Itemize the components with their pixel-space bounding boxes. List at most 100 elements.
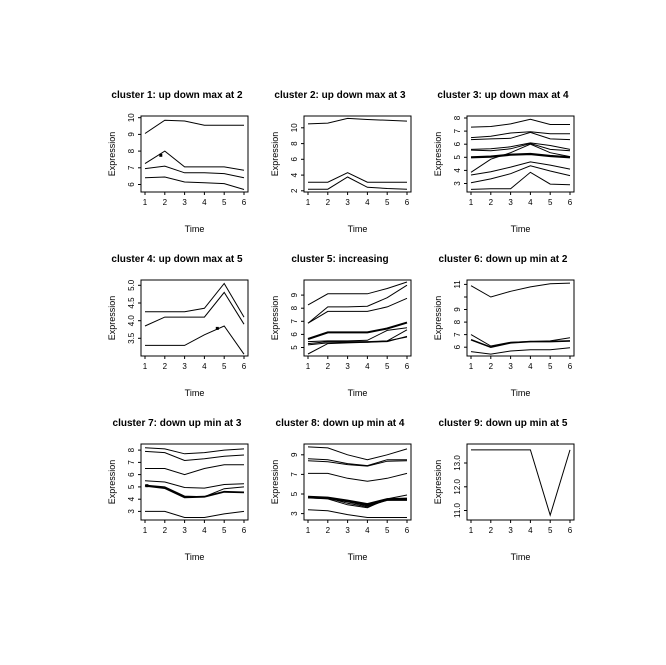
svg-text:5: 5 [222, 198, 227, 207]
svg-text:2: 2 [290, 188, 299, 193]
cluster-4-title: cluster 4: up down max at 5 [111, 254, 243, 265]
svg-text:2: 2 [163, 198, 168, 207]
svg-text:5: 5 [222, 362, 227, 371]
svg-text:Expression: Expression [433, 132, 443, 177]
svg-text:2: 2 [163, 526, 168, 535]
cluster-8-panel: cluster 8: down up min at 4 1 2 3 4 5 6 3 5 7 9 Ti… [266, 416, 414, 564]
svg-text:5: 5 [290, 345, 299, 350]
svg-text:1: 1 [143, 362, 148, 371]
svg-text:8: 8 [290, 305, 299, 310]
svg-text:Expression: Expression [433, 460, 443, 505]
svg-text:11.0: 11.0 [453, 502, 462, 518]
svg-text:5: 5 [548, 526, 553, 535]
svg-text:6: 6 [453, 344, 462, 349]
svg-text:5: 5 [548, 362, 553, 371]
svg-text:Time: Time [348, 388, 368, 398]
cluster-5-chart: 1 2 3 4 5 6 5 6 7 8 9 Time Expression [270, 279, 412, 398]
cluster-5-panel: cluster 5: increasing 1 2 3 4 5 6 5 6 7 8 9 Time Exp… [266, 252, 414, 400]
svg-text:Time: Time [185, 388, 205, 398]
svg-text:4: 4 [365, 526, 370, 535]
svg-text:3: 3 [290, 511, 299, 516]
cluster-2-title: cluster 2: up down max at 3 [274, 90, 406, 101]
svg-text:1: 1 [469, 526, 474, 535]
svg-text:6: 6 [568, 198, 573, 207]
svg-text:7: 7 [453, 332, 462, 337]
svg-text:3: 3 [182, 526, 187, 535]
svg-text:2: 2 [489, 362, 494, 371]
svg-text:3: 3 [345, 526, 350, 535]
svg-text:3: 3 [508, 198, 513, 207]
svg-text:Expression: Expression [433, 296, 443, 341]
cluster-8-chart: 1 2 3 4 5 6 3 5 7 9 Time Expression [270, 443, 412, 562]
cluster-9-panel: cluster 9: down up min at 5 1 2 3 4 5 6 11.0 12… [429, 416, 577, 564]
cluster-3-chart: 1 2 3 4 5 6 3 4 5 6 7 8 Time Expression [433, 115, 575, 234]
cluster-6-panel: cluster 6: down up min at 2 1 2 3 4 5 6 6 7 8 9 11… [429, 252, 577, 400]
cluster-3-panel: cluster 3: up down max at 4 1 2 3 4 5 6 3 4 5 6 7 8… [429, 88, 577, 236]
svg-text:9: 9 [290, 452, 299, 457]
svg-text:7: 7 [453, 128, 462, 133]
cluster-6-title: cluster 6: down up min at 2 [438, 254, 568, 265]
svg-text:3.5: 3.5 [127, 332, 136, 344]
plot-grid: cluster 1: up down max at 2 1 2 3 4 5 6 6 7 8 9 10… [103, 88, 577, 564]
svg-text:4: 4 [365, 362, 370, 371]
svg-text:3: 3 [127, 509, 136, 514]
svg-text:2: 2 [326, 198, 331, 207]
svg-text:6: 6 [127, 182, 136, 187]
svg-text:Expression: Expression [270, 460, 280, 505]
cluster-9-title: cluster 9: down up min at 5 [438, 418, 568, 429]
svg-text:4.5: 4.5 [127, 297, 136, 309]
svg-text:3: 3 [345, 362, 350, 371]
cluster-7-title: cluster 7: down up min at 3 [112, 418, 242, 429]
svg-text:7: 7 [127, 165, 136, 170]
svg-text:4: 4 [127, 496, 136, 501]
svg-text:13.0: 13.0 [453, 455, 462, 471]
svg-text:4: 4 [202, 526, 207, 535]
svg-text:7: 7 [127, 460, 136, 465]
svg-text:Time: Time [185, 552, 205, 562]
cluster-2-panel: cluster 2: up down max at 3 1 2 3 4 5 6 2 4 6 8 10… [266, 88, 414, 236]
svg-text:4: 4 [365, 198, 370, 207]
svg-text:1: 1 [306, 526, 311, 535]
cluster-4-chart: 1 2 3 4 5 6 3.5 4.0 4.5 5.0 Time Expression [107, 279, 249, 398]
svg-text:6: 6 [290, 332, 299, 337]
svg-text:Time: Time [348, 224, 368, 234]
svg-text:8: 8 [127, 148, 136, 153]
svg-text:5: 5 [385, 198, 390, 207]
svg-text:6: 6 [242, 526, 247, 535]
svg-text:5: 5 [453, 155, 462, 160]
svg-text:6: 6 [568, 526, 573, 535]
svg-text:1: 1 [143, 526, 148, 535]
svg-text:8: 8 [290, 141, 299, 146]
svg-text:9: 9 [453, 307, 462, 312]
cluster-3-title: cluster 3: up down max at 4 [437, 90, 569, 101]
svg-text:5: 5 [548, 198, 553, 207]
cluster-6-chart: 1 2 3 4 5 6 6 7 8 9 11 Time Expression [433, 279, 575, 398]
svg-text:6: 6 [127, 472, 136, 477]
svg-text:3: 3 [453, 181, 462, 186]
svg-text:6: 6 [242, 362, 247, 371]
svg-text:4: 4 [528, 362, 533, 371]
svg-text:Time: Time [348, 552, 368, 562]
svg-text:Expression: Expression [107, 296, 117, 341]
svg-text:8: 8 [453, 115, 462, 120]
svg-text:3: 3 [182, 362, 187, 371]
cluster-5-title: cluster 5: increasing [291, 254, 389, 265]
svg-text:2: 2 [326, 526, 331, 535]
svg-text:Expression: Expression [270, 296, 280, 341]
svg-text:8: 8 [453, 319, 462, 324]
svg-text:Expression: Expression [107, 460, 117, 505]
svg-text:Time: Time [511, 388, 531, 398]
svg-text:5: 5 [127, 484, 136, 489]
svg-text:3: 3 [508, 362, 513, 371]
svg-text:4: 4 [290, 172, 299, 177]
svg-text:11: 11 [453, 280, 462, 289]
svg-text:9: 9 [290, 292, 299, 297]
svg-text:3: 3 [508, 526, 513, 535]
svg-text:6: 6 [242, 198, 247, 207]
svg-text:2: 2 [489, 198, 494, 207]
svg-text:5.0: 5.0 [127, 279, 136, 291]
svg-text:2: 2 [489, 526, 494, 535]
svg-text:1: 1 [469, 198, 474, 207]
svg-text:5: 5 [290, 491, 299, 496]
